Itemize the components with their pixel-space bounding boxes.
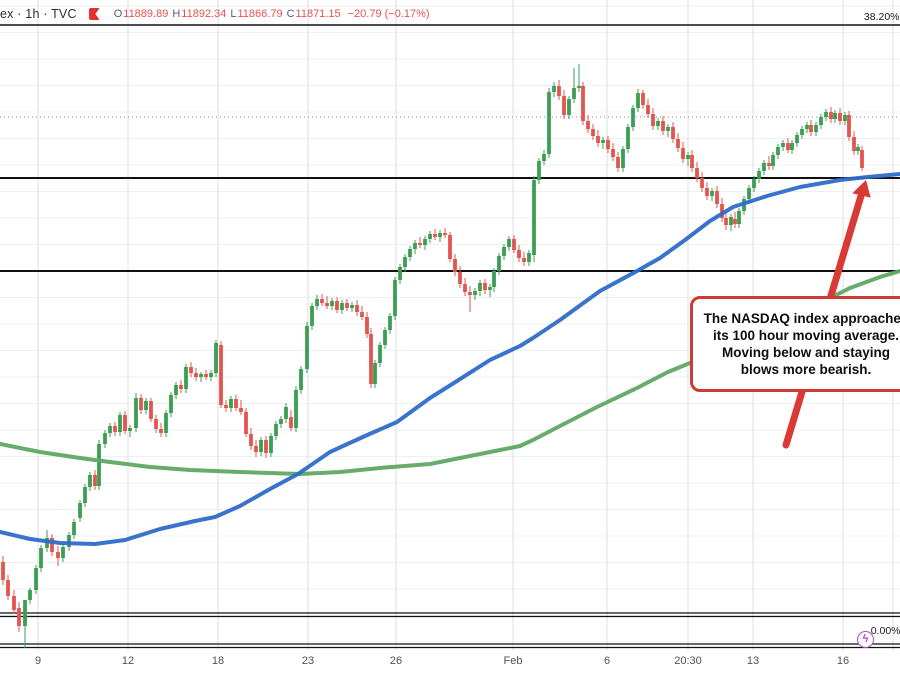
high-value: 11892.34 bbox=[181, 8, 227, 20]
open-value: 11889.89 bbox=[123, 8, 169, 20]
red-flag-icon[interactable] bbox=[88, 8, 100, 20]
change-value: −20.79 (−0.17%) bbox=[347, 8, 430, 20]
symbol-legend[interactable]: ex · 1h · TVC O11889.89 H11892.34 L11866… bbox=[0, 5, 430, 23]
low-value: 11866.79 bbox=[237, 8, 283, 20]
fib-level-label-top[interactable]: 38.20%( bbox=[863, 11, 900, 23]
x-axis-label: 23 bbox=[301, 655, 315, 667]
x-axis-label: 6 bbox=[603, 655, 611, 667]
candlestick-series bbox=[1, 64, 864, 648]
x-axis-label: 13 bbox=[746, 655, 760, 667]
callout-line-3: Moving below and staying bbox=[721, 345, 890, 360]
time-axis[interactable]: 9 12 18 23 26 Feb 6 20:30 13 16 bbox=[0, 650, 900, 676]
ohlc-readout: O11889.89 H11892.34 L11866.79 C11871.15 … bbox=[114, 8, 430, 20]
lightning-icon[interactable]: ϟ bbox=[857, 631, 874, 648]
x-axis-label: Feb bbox=[503, 655, 523, 667]
x-axis-label: 18 bbox=[211, 655, 225, 667]
x-axis-label: 16 bbox=[836, 655, 850, 667]
ma-100-line bbox=[0, 172, 900, 546]
x-axis-label: 9 bbox=[34, 655, 42, 667]
x-axis-label: 20:30 bbox=[674, 655, 702, 667]
close-label: C bbox=[286, 8, 295, 20]
annotation-arrowhead bbox=[852, 180, 871, 198]
high-label: H bbox=[172, 8, 181, 20]
close-value: 11871.15 bbox=[295, 8, 341, 20]
callout-line-1: The NASDAQ index approaches bbox=[703, 311, 900, 326]
annotation-callout[interactable]: The NASDAQ index approaches its 100 hour… bbox=[690, 296, 900, 392]
fib-level-label-bottom[interactable]: 0.00%( bbox=[870, 625, 900, 637]
callout-line-4: blows more bearish. bbox=[740, 362, 872, 377]
x-axis-label: 12 bbox=[121, 655, 135, 667]
open-label: O bbox=[113, 8, 123, 20]
low-label: L bbox=[230, 8, 237, 20]
callout-line-2: its 100 hour moving average. bbox=[712, 328, 900, 343]
x-axis-label: 26 bbox=[389, 655, 403, 667]
symbol-title[interactable]: ex · 1h · TVC bbox=[0, 7, 77, 21]
